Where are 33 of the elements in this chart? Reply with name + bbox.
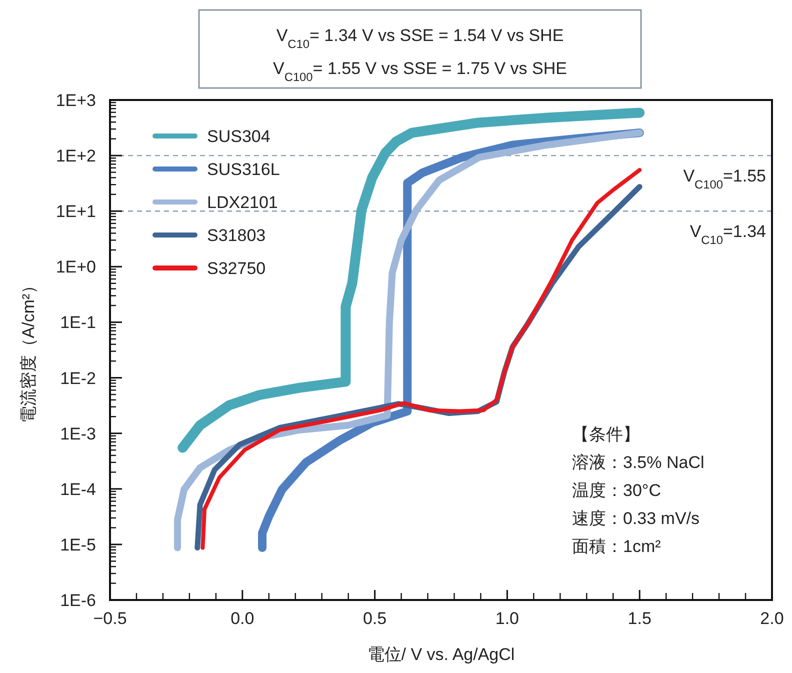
ref-line-label: V$_{C100}$=1.55 — [683, 166, 766, 192]
x-tick-label: 2.0 — [760, 609, 784, 628]
y-tick-label: 1E+1 — [56, 202, 96, 222]
x-tick-label: 0.0 — [230, 609, 254, 628]
y-tick-label: 1E-6 — [60, 591, 96, 610]
legend-label: S31803 — [207, 226, 266, 245]
y-tick-label: 1E+2 — [56, 146, 96, 166]
ref-line-label: V$_{C10}$=1.34 — [690, 222, 766, 248]
legend-label: SUS316L — [207, 160, 280, 179]
title-box: V$_{C10}$= 1.34 V vs SSE = 1.54 V vs SHE V$_{C100}$= 1.55 V vs SSE = 1.75 V vs SHE — [198, 9, 642, 89]
legend-label: S32750 — [207, 259, 266, 278]
annotation: 速度：0.33 mV/s — [572, 509, 700, 528]
x-tick-label: 1.0 — [495, 609, 520, 628]
annotation: 温度：30°C — [572, 481, 661, 500]
y-tick-label: 1E+0 — [56, 258, 96, 277]
legend-label: LDX2101 — [207, 193, 278, 212]
x-tick-label: 1.5 — [628, 609, 652, 628]
annotation: 面積：1cm² — [572, 537, 662, 556]
y-tick-label: 1E-5 — [60, 535, 96, 554]
y-tick-label: 1E-4 — [60, 480, 96, 499]
x-tick-label: 0.5 — [362, 609, 387, 628]
x-axis-title: 電位/ V vs. Ag/AgCl — [367, 645, 515, 664]
annotation: 溶液：3.5% NaCl — [572, 453, 704, 472]
annotation: 【条件】 — [572, 425, 640, 444]
chart-title: V$_{C10}$= 1.34 V vs SSE = 1.54 V vs SHE — [276, 26, 564, 51]
y-tick-label: 1E+3 — [56, 91, 96, 110]
chart-subtitle: V$_{C100}$= 1.55 V vs SSE = 1.75 V vs SHE — [273, 59, 567, 84]
y-axis-title: 電流密度（A/cm²） — [19, 276, 38, 424]
y-tick-label: 1E-3 — [60, 424, 96, 444]
y-tick-label: 1E-1 — [60, 313, 96, 332]
y-tick-label: 1E-2 — [60, 368, 96, 388]
x-tick-label: −0.5 — [93, 609, 127, 628]
legend-label: SUS304 — [207, 127, 270, 146]
